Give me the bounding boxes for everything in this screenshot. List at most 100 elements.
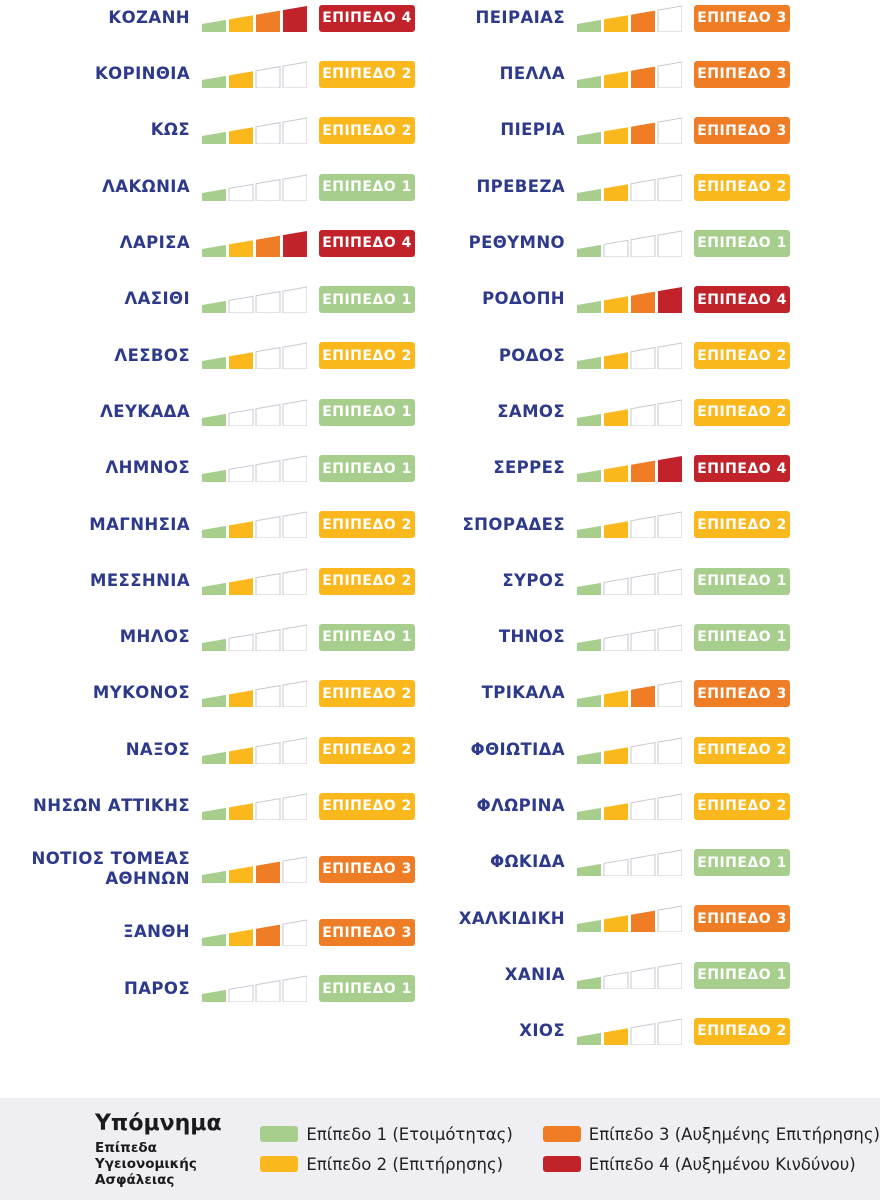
region-row: ΛΑΡΙΣΑ ΕΠΙΠΕΔΟ 4	[0, 215, 415, 271]
meter-segment-4	[282, 117, 307, 145]
level-meter	[577, 624, 682, 651]
meter-segment-1	[577, 188, 601, 201]
meter-segment-4	[658, 456, 682, 483]
meter-segment-1	[577, 244, 601, 257]
region-name: ΠΡΕΒΕΖΑ	[476, 176, 565, 196]
meter-segment-4	[657, 1018, 682, 1045]
meter-segment-3	[631, 910, 655, 933]
meter-segment-1	[202, 188, 226, 201]
meter-segment-2	[603, 971, 629, 989]
meter-segment-2	[604, 690, 628, 708]
region-row: ΛΑΣΙΘΙ ΕΠΙΠΕΔΟ 1	[0, 271, 415, 327]
region-row: ΣΠΟΡΑΔΕΣ ΕΠΙΠΕΔΟ 2	[440, 497, 790, 553]
level-badge: ΕΠΙΠΕΔΟ 1	[694, 961, 790, 989]
level-badge: ΕΠΙΠΕΔΟ 2	[319, 342, 415, 370]
region-name: ΧΙΟΣ	[519, 1021, 565, 1041]
meter-segment-1	[202, 870, 226, 883]
region-name: ΜΗΛΟΣ	[119, 627, 190, 647]
region-row: ΤΗΝΟΣ ΕΠΙΠΕΔΟ 1	[440, 609, 790, 665]
meter-segment-1	[202, 75, 226, 88]
level-meter	[577, 905, 682, 933]
level-meter	[577, 5, 682, 32]
meter-segment-3	[255, 797, 281, 820]
region-name: ΦΩΚΙΔΑ	[490, 852, 565, 872]
region-row: ΛΕΥΚΑΔΑ ΕΠΙΠΕΔΟ 1	[0, 384, 415, 440]
meter-segment-4	[282, 511, 307, 539]
meter-segment-2	[229, 577, 253, 595]
meter-segment-4	[657, 793, 682, 820]
level-badge: ΕΠΙΠΕΔΟ 2	[694, 1017, 790, 1045]
meter-segment-3	[255, 685, 281, 708]
meter-segment-1	[577, 751, 601, 764]
meter-segment-3	[630, 347, 656, 370]
region-name: ΤΡΙΚΑΛΑ	[481, 683, 565, 703]
level-meter	[202, 568, 307, 595]
level-meter	[577, 399, 682, 426]
level-meter	[577, 511, 682, 539]
region-row: ΜΕΣΣΗΝΙΑ ΕΠΙΠΕΔΟ 2	[0, 553, 415, 609]
level-badge: ΕΠΙΠΕΔΟ 4	[319, 229, 415, 257]
meter-segment-1	[202, 132, 226, 145]
level-badge: ΕΠΙΠΕΔΟ 1	[694, 623, 790, 651]
meter-segment-1	[577, 638, 601, 651]
level-meter	[202, 856, 307, 883]
meter-segment-3	[631, 460, 655, 483]
level-badge: ΕΠΙΠΕΔΟ 1	[319, 975, 415, 1003]
meter-segment-1	[577, 695, 601, 708]
legend-swatch-level-2	[260, 1156, 299, 1172]
meter-segment-4	[282, 342, 307, 370]
region-name: ΦΘΙΩΤΙΔΑ	[470, 739, 565, 759]
meter-segment-1	[577, 75, 601, 88]
level-meter	[577, 117, 682, 145]
meter-segment-3	[255, 347, 281, 370]
meter-segment-1	[202, 695, 226, 708]
region-row: ΛΗΜΝΟΣ ΕΠΙΠΕΔΟ 1	[0, 440, 415, 496]
meter-segment-4	[282, 568, 307, 595]
meter-segment-1	[577, 1032, 601, 1045]
region-row: ΠΙΕΡΙΑ ΕΠΙΠΕΔΟ 3	[440, 103, 790, 159]
level-meter	[577, 230, 682, 257]
legend-label: Επίπεδο 3 (Αυξημένης Επιτήρησης)	[588, 1124, 880, 1144]
meter-segment-2	[229, 352, 253, 370]
level-badge: ΕΠΙΠΕΔΟ 2	[694, 511, 790, 539]
level-meter	[202, 975, 307, 1003]
level-badge: ΕΠΙΠΕΔΟ 3	[694, 680, 790, 708]
meter-segment-3	[630, 403, 656, 426]
meter-segment-3	[630, 572, 656, 595]
region-row: ΜΑΓΝΗΣΙΑ ΕΠΙΠΕΔΟ 2	[0, 497, 415, 553]
meter-segment-2	[603, 858, 629, 877]
region-row: ΛΑΚΩΝΙΑ ΕΠΙΠΕΔΟ 1	[0, 159, 415, 215]
region-row: ΣΥΡΟΣ ΕΠΙΠΕΔΟ 1	[440, 553, 790, 609]
region-name: ΜΑΓΝΗΣΙΑ	[89, 514, 190, 534]
level-badge: ΕΠΙΠΕΔΟ 1	[319, 623, 415, 651]
meter-segment-4	[657, 568, 682, 595]
meter-segment-2	[604, 409, 628, 426]
meter-segment-2	[604, 803, 628, 820]
meter-segment-3	[255, 178, 281, 201]
region-name: ΠΕΛΛΑ	[499, 64, 565, 84]
legend-heading: Υπόμνημα Επίπεδα Υγειονομικής Ασφάλειας	[95, 1111, 260, 1188]
meter-segment-4	[657, 5, 682, 32]
legend-title: Υπόμνημα	[95, 1110, 222, 1136]
region-row: ΣΑΜΟΣ ΕΠΙΠΕΔΟ 2	[440, 384, 790, 440]
meter-segment-4	[282, 624, 307, 651]
region-name: ΝΑΞΟΣ	[125, 739, 190, 759]
meter-segment-3	[630, 516, 656, 539]
meter-segment-4	[282, 919, 307, 947]
legend-item-level-1: Επίπεδο 1 (Ετοιμότητας)	[260, 1125, 513, 1144]
meter-segment-3	[256, 861, 280, 883]
region-row: ΠΑΡΟΣ ΕΠΙΠΕΔΟ 1	[0, 961, 415, 1017]
legend-item-level-3: Επίπεδο 3 (Αυξημένης Επιτήρησης)	[542, 1124, 880, 1144]
level-badge: ΕΠΙΠΕΔΟ 4	[319, 4, 415, 32]
legend-items: Επίπεδο 1 (Ετοιμότητας) Επίπεδο 2 (Επιτήρ…	[260, 1119, 880, 1179]
level-meter	[577, 1018, 682, 1045]
meter-segment-2	[604, 746, 628, 764]
region-name: ΛΑΡΙΣΑ	[119, 233, 190, 253]
region-row: ΝΟΤΙΟΣ ΤΟΜΕΑΣ ΑΘΗΝΩΝ ΕΠΙΠΕΔΟ 3	[0, 834, 415, 904]
region-name: ΛΕΥΚΑΔΑ	[100, 401, 190, 421]
meter-segment-3	[255, 403, 281, 426]
meter-segment-2	[228, 408, 254, 426]
regions-column-left: ΚΟΖΑΝΗ ΕΠΙΠΕΔΟ 4 ΚΟΡΙΝΘΙΑ ΕΠΙΠΕΔΟ 2 ΚΩΣ ΕΠΙΠΕ…	[0, 0, 440, 1060]
meter-segment-1	[577, 807, 601, 820]
meter-segment-2	[604, 183, 628, 201]
